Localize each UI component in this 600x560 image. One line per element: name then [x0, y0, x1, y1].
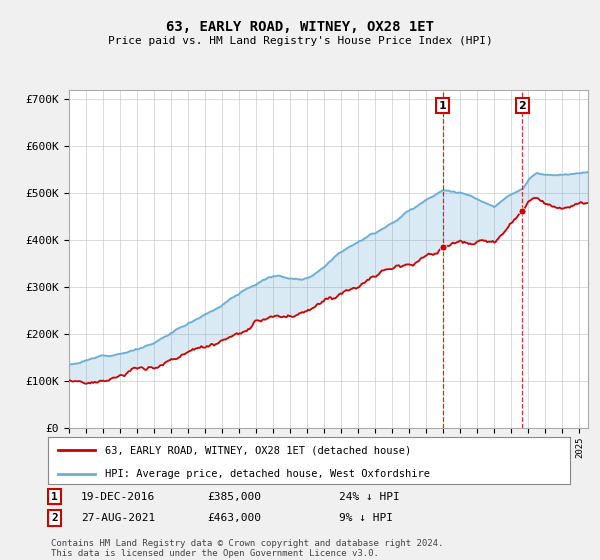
- Text: Contains HM Land Registry data © Crown copyright and database right 2024.
This d: Contains HM Land Registry data © Crown c…: [51, 539, 443, 558]
- Text: 27-AUG-2021: 27-AUG-2021: [81, 513, 155, 523]
- Text: Price paid vs. HM Land Registry's House Price Index (HPI): Price paid vs. HM Land Registry's House …: [107, 36, 493, 46]
- Text: 24% ↓ HPI: 24% ↓ HPI: [339, 492, 400, 502]
- Text: 63, EARLY ROAD, WITNEY, OX28 1ET (detached house): 63, EARLY ROAD, WITNEY, OX28 1ET (detach…: [106, 445, 412, 455]
- Text: 63, EARLY ROAD, WITNEY, OX28 1ET: 63, EARLY ROAD, WITNEY, OX28 1ET: [166, 20, 434, 34]
- Text: £385,000: £385,000: [207, 492, 261, 502]
- Text: 19-DEC-2016: 19-DEC-2016: [81, 492, 155, 502]
- Text: £463,000: £463,000: [207, 513, 261, 523]
- Text: 1: 1: [439, 101, 446, 111]
- Text: 2: 2: [51, 513, 58, 523]
- Text: 1: 1: [51, 492, 58, 502]
- Text: HPI: Average price, detached house, West Oxfordshire: HPI: Average price, detached house, West…: [106, 469, 430, 479]
- Text: 2: 2: [518, 101, 526, 111]
- Text: 9% ↓ HPI: 9% ↓ HPI: [339, 513, 393, 523]
